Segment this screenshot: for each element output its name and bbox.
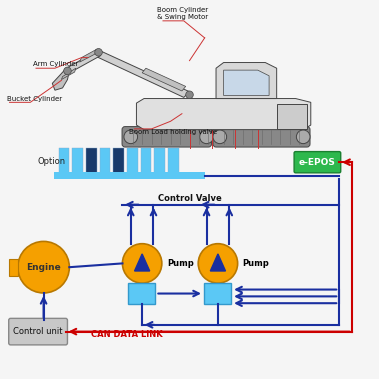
Polygon shape <box>142 68 186 91</box>
Polygon shape <box>216 63 277 99</box>
Polygon shape <box>135 254 150 271</box>
FancyBboxPatch shape <box>9 318 67 345</box>
Text: Engine: Engine <box>26 263 61 272</box>
Circle shape <box>186 91 193 99</box>
FancyBboxPatch shape <box>294 152 341 173</box>
Circle shape <box>124 130 138 144</box>
Polygon shape <box>136 99 311 130</box>
Bar <box>128 283 155 304</box>
Text: Option: Option <box>38 157 66 166</box>
Text: Bucket Cylinder: Bucket Cylinder <box>7 96 62 102</box>
Text: Control unit: Control unit <box>13 327 63 336</box>
Bar <box>72 148 83 176</box>
Polygon shape <box>52 68 69 90</box>
FancyBboxPatch shape <box>213 127 310 147</box>
Bar <box>59 148 69 176</box>
Circle shape <box>296 130 310 144</box>
Text: CAN DATA LINK: CAN DATA LINK <box>91 330 163 339</box>
Text: e-EPOS: e-EPOS <box>299 158 336 167</box>
Polygon shape <box>224 70 269 96</box>
Bar <box>277 104 307 129</box>
Circle shape <box>18 241 69 293</box>
Polygon shape <box>66 50 100 74</box>
Text: Pump: Pump <box>243 259 269 268</box>
Text: Boom Load holding valve: Boom Load holding valve <box>129 129 217 135</box>
Bar <box>204 283 231 304</box>
Polygon shape <box>80 49 97 62</box>
Bar <box>100 148 110 176</box>
Circle shape <box>95 49 102 56</box>
Text: Pump: Pump <box>167 259 194 268</box>
Bar <box>141 148 151 176</box>
Bar <box>54 172 205 179</box>
Circle shape <box>122 244 162 283</box>
Polygon shape <box>93 50 190 97</box>
Bar <box>127 148 138 176</box>
Circle shape <box>198 244 238 283</box>
Circle shape <box>213 130 227 144</box>
Circle shape <box>200 130 213 144</box>
Text: Arm Cylinder: Arm Cylinder <box>33 61 79 67</box>
FancyBboxPatch shape <box>122 127 211 147</box>
Bar <box>86 148 97 176</box>
Bar <box>154 148 165 176</box>
Polygon shape <box>210 254 226 271</box>
Bar <box>168 148 179 176</box>
Text: Boom Cylinder
& Swing Motor: Boom Cylinder & Swing Motor <box>157 7 208 20</box>
Bar <box>9 259 18 276</box>
Polygon shape <box>61 68 76 80</box>
Circle shape <box>64 67 71 75</box>
Text: Control Valve: Control Valve <box>158 194 221 204</box>
Bar <box>113 148 124 176</box>
